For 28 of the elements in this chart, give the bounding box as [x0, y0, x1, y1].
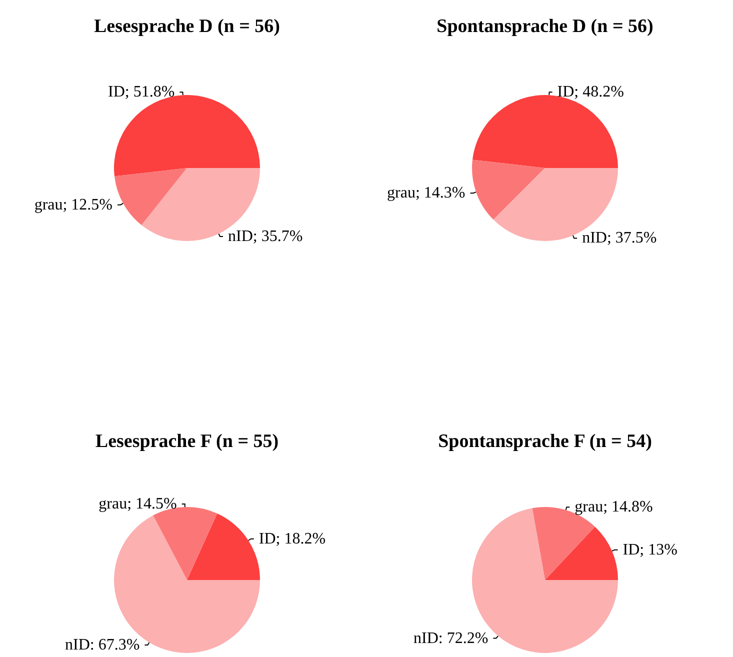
chart-title: Spontansprache F (n = 54) [438, 431, 652, 452]
chart-title: Spontansprache D (n = 56) [436, 16, 654, 37]
data-label: ; 37.5% [606, 230, 657, 247]
slice-label: ID [108, 84, 125, 101]
data-label: ; 14.3% [415, 184, 466, 202]
slice-label: ID [258, 530, 276, 548]
data-label: ; 14.5% [127, 496, 177, 513]
slice-label: nID [582, 230, 607, 247]
slice-label: ID [557, 84, 574, 101]
chart-title: Lesesprache D (n = 56) [94, 16, 280, 37]
slice-label: grau [34, 196, 63, 214]
data-label: ; 51.8% [124, 84, 175, 101]
slice-label: grau [574, 498, 604, 516]
data-label: ; 18.2% [276, 530, 326, 548]
data-label: ; 35.7% [252, 228, 303, 245]
slice-label: nID [65, 636, 90, 654]
chart-title: Lesesprache F (n = 55) [95, 431, 279, 452]
data-label: : 72.2% [438, 630, 488, 647]
data-label: ; 14.8% [603, 498, 653, 516]
data-label: ; 13% [640, 541, 678, 558]
slice-label: grau [98, 496, 128, 513]
slice-label: nID [228, 228, 253, 245]
data-label: : 67.3% [90, 636, 140, 654]
slice-label: grau [387, 184, 416, 202]
slice-label: ID [622, 541, 640, 558]
data-label: ; 12.5% [62, 196, 113, 214]
data-label: ; 48.2% [574, 84, 624, 101]
slice-label: nID [414, 630, 438, 647]
